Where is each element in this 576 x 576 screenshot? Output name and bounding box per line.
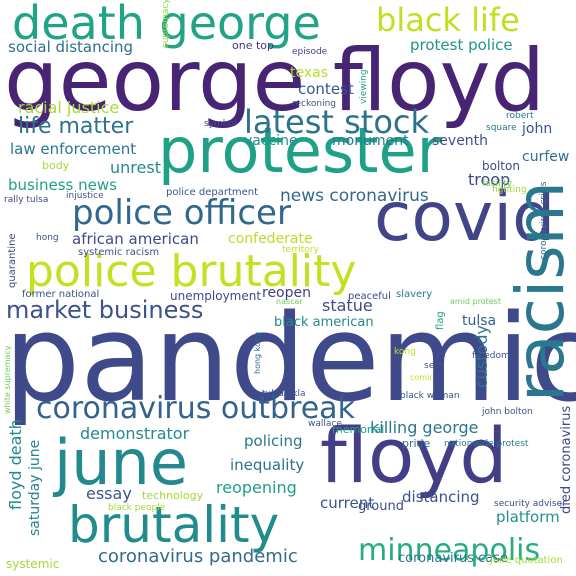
word-hong-kong: hong kong <box>253 331 262 374</box>
word-business-news: business news <box>8 176 117 194</box>
word-security-adviser: security adviser <box>494 499 566 509</box>
word-pride: pride <box>402 437 431 450</box>
word-reopen: reopen <box>262 285 311 301</box>
word-one-top: one top <box>232 39 274 52</box>
word-black-people: black people <box>108 503 166 513</box>
word-systemic-racism: systemic racism <box>78 247 160 258</box>
word-law-enforcement: law enforcement <box>10 140 137 158</box>
word-tulsa: tulsa <box>462 313 497 329</box>
word-social-distancing: social distancing <box>8 38 134 56</box>
word-memorial: memorial <box>332 423 385 436</box>
word-amid-protest: amid protest <box>450 297 501 306</box>
word-tulsa-okla: tulsa okla <box>262 389 306 399</box>
word-ground: ground <box>358 499 404 514</box>
word-unrest: unrest <box>110 158 161 177</box>
word-statue: statue <box>322 296 373 315</box>
word-reckoning: reckoning <box>292 99 337 109</box>
word-wallace: wallace <box>308 419 342 429</box>
word-symbol: symbol <box>204 119 237 129</box>
word-covid: covid <box>374 178 556 257</box>
word-flag: flag <box>435 311 446 330</box>
word-essay: essay <box>86 484 132 503</box>
word-body: body <box>42 159 70 172</box>
word-monument: monument <box>332 133 409 149</box>
word-current: current <box>320 494 375 512</box>
word-black-life: black life <box>376 1 520 39</box>
word-coronavirus-case: coronavirus case <box>398 551 508 566</box>
word-hong: hong <box>36 233 59 243</box>
word-george-floyd: george floyd <box>4 31 546 131</box>
word-john-bolton: john bolton <box>482 407 533 417</box>
word-platform: platform <box>496 508 560 526</box>
word-square: square <box>486 123 517 133</box>
word-former-national: former national <box>22 289 100 300</box>
word-troop: troop <box>468 170 511 189</box>
word-coronavirus-outbreak: coronavirus outbreak <box>36 391 355 426</box>
word-peaceful: peaceful <box>348 291 391 302</box>
word-coronavirus-crisis: coronavirus crisis <box>539 181 549 261</box>
word-john: john <box>522 121 553 137</box>
word-supremacy: supremacy <box>161 0 171 48</box>
word-fighting: fighting <box>492 185 527 195</box>
word-technology: technology <box>142 489 204 502</box>
word-pandemic: pandemic <box>4 290 576 429</box>
word-demonstrator: demonstrator <box>80 424 190 443</box>
word-floyd: floyd <box>320 411 508 500</box>
word-protester: protester <box>158 114 443 187</box>
word-injustice: injustice <box>66 191 104 201</box>
word-nascar: nascar <box>276 297 303 306</box>
word-minneapolis: minneapolis <box>358 533 541 568</box>
word-latest-stock: latest stock <box>244 103 430 141</box>
word-robert: robert <box>506 111 534 121</box>
word-police-department: police department <box>166 187 259 198</box>
word-comic: comic <box>410 373 434 382</box>
word-black-american: black american <box>274 315 374 330</box>
word-news-coronavirus: news coronavirus <box>280 186 429 206</box>
word-market-business: market business <box>6 296 204 324</box>
word-white-supremacy: white supremacy <box>3 345 12 414</box>
word-brutality: brutality <box>68 496 280 554</box>
word-rally-tulsa: rally tulsa <box>4 195 49 205</box>
word-coronavirus-pandemic: coronavirus pandemic <box>98 546 298 567</box>
word-policing: policing <box>244 432 303 450</box>
word-contest: contest <box>298 80 354 98</box>
word-racial-justice: racial justice <box>18 98 120 117</box>
word-black-woman: black woman <box>400 391 460 401</box>
word-systemic: systemic <box>6 557 60 571</box>
word-saturday-june: saturday june <box>27 439 43 536</box>
word-slavery: slavery <box>396 289 433 300</box>
word-texas: texas <box>290 65 329 81</box>
word-police-brutality: police brutality <box>26 246 357 297</box>
word-died-coronavirus: died coronavirus <box>559 405 574 514</box>
word-bolton: bolton <box>482 159 520 173</box>
word-nationwide-protest: nationwide protest <box>444 439 529 449</box>
word-protest-police: protest police <box>410 36 513 54</box>
word-floyd-death: floyd death <box>6 419 25 510</box>
word-quarantine: quarantine <box>7 233 18 288</box>
word-sent: sent <box>424 361 444 371</box>
word-killing-george: killing george <box>370 418 479 437</box>
word-unemployment: unemployment <box>170 289 262 303</box>
word-life-matter: life matter <box>18 114 134 139</box>
word-vaccine: vaccine <box>244 133 298 149</box>
word-june-quotation: june quotation <box>490 555 563 566</box>
word-seventh: seventh <box>432 133 489 149</box>
word-curfew: curfew <box>522 149 570 165</box>
word-freedom: freedom <box>472 351 510 361</box>
word-episode: episode <box>292 47 328 57</box>
word-june: june <box>54 426 188 499</box>
word-death-george: death george <box>12 0 321 50</box>
word-african-american: african american <box>72 230 199 248</box>
word-inequality: inequality <box>230 456 305 474</box>
word-confederate: confederate <box>228 231 313 247</box>
word-kong: kong <box>394 347 416 357</box>
word-distancing: distancing <box>402 488 480 506</box>
word-facility: facility <box>482 179 512 189</box>
word-viewing: viewing <box>359 69 369 104</box>
word-reopening: reopening <box>216 478 297 497</box>
word-police-officer: police officer <box>72 193 291 233</box>
word-territory: territory <box>282 245 319 255</box>
